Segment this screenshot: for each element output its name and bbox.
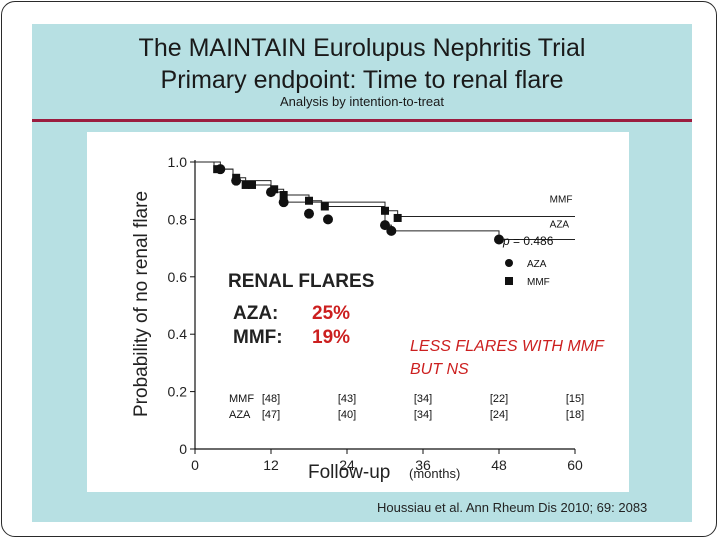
legend-label-mmf: MMF	[527, 277, 550, 288]
y-tick-label: 0.4	[168, 326, 188, 342]
censor-mark-aza	[304, 208, 314, 219]
y-tick-label: 1.0	[168, 154, 188, 170]
p-value: = 0.486	[513, 234, 554, 248]
series-label-mmf: MMF	[550, 195, 573, 206]
censor-mark-aza	[278, 197, 289, 208]
censor-mark-mmf	[381, 206, 389, 215]
x-tick-label: 24	[339, 457, 355, 473]
p-label: p	[502, 234, 510, 248]
slide-subtitle: Analysis by intention-to-treat	[279, 94, 445, 109]
x-tick-label: 60	[567, 457, 583, 473]
flares-title: RENAL FLARES	[228, 271, 374, 292]
km-chart: 0 0.2 0.4 0.6 0.8 1.0 0 12 24 36 48 60 MMF AZA p = …	[131, 154, 605, 483]
y-tick-label: 0	[179, 441, 187, 457]
y-tick-label: 0.6	[168, 269, 188, 285]
aza-flare-label: AZA:	[233, 303, 278, 324]
aza-flare-value: 25%	[312, 303, 350, 324]
at-risk-count-mmf: [43]	[338, 393, 356, 405]
at-risk-count-aza: [18]	[566, 409, 584, 421]
censor-mark-aza	[323, 214, 333, 225]
citation: Houssiau et al. Ann Rheum Dis 2010; 69: …	[377, 500, 648, 515]
censor-mark-aza	[266, 187, 276, 198]
slide-title: The MAINTAIN Eurolupus Nephritis Trial	[138, 34, 586, 62]
title-divider	[32, 119, 692, 122]
at-risk-row-label-mmf: MMF	[229, 393, 254, 405]
at-risk-count-mmf: [34]	[414, 393, 432, 405]
legend-square-marker	[505, 277, 513, 285]
y-tick-label: 0.8	[168, 211, 188, 227]
censor-mark-aza	[494, 234, 504, 245]
censor-mark-aza	[386, 225, 397, 236]
chart-panel: 0 0.2 0.4 0.6 0.8 1.0 0 12 24 36 48 60 MMF AZA p = …	[87, 132, 629, 492]
at-risk-count-mmf: [22]	[490, 393, 508, 405]
conclusion-line1: LESS FLARES WITH MMF	[410, 338, 605, 355]
censor-mark-mmf	[305, 196, 313, 205]
censor-mark-mmf	[248, 180, 256, 189]
at-risk-count-mmf: [15]	[566, 393, 584, 405]
censor-mark-aza	[215, 164, 226, 175]
at-risk-count-mmf: [48]	[262, 393, 280, 405]
mmf-flare-label: MMF:	[233, 327, 283, 348]
legend-circle-marker	[505, 259, 513, 267]
censor-mark-mmf	[279, 191, 288, 200]
slide-title-line2: Primary endpoint: Time to renal flare	[160, 66, 564, 94]
at-risk-count-aza: [40]	[338, 409, 356, 421]
y-axis-title: Probability of no renal flare	[131, 191, 152, 417]
at-risk-row-label-aza: AZA	[229, 409, 251, 421]
x-axis-title: Follow-up	[308, 462, 390, 483]
at-risk-table: MMF AZA [48] [43] [34] [22] [15] [47] [40] [34]…	[229, 393, 584, 421]
y-tick-label: 0.2	[168, 384, 188, 400]
chart-axes: 0 0.2 0.4 0.6 0.8 1.0 0 12 24 36 48 60	[168, 154, 583, 473]
censor-mark-mmf	[241, 180, 250, 189]
slide: The MAINTAIN Eurolupus Nephritis Trial P…	[32, 24, 692, 522]
at-risk-count-aza: [24]	[490, 409, 508, 421]
x-tick-label: 0	[191, 457, 199, 473]
x-tick-label: 48	[491, 457, 507, 473]
chart-legend: p = 0.486 AZA MMF	[502, 234, 554, 288]
at-risk-count-aza: [47]	[262, 409, 280, 421]
conclusion-line2: BUT NS	[410, 361, 469, 378]
x-tick-label: 12	[263, 457, 279, 473]
flares-annotation: RENAL FLARES AZA: 25% MMF: 19% LESS FLAR…	[228, 271, 605, 378]
mmf-flare-value: 19%	[312, 327, 350, 348]
legend-label-aza: AZA	[527, 259, 547, 270]
x-tick-label: 36	[415, 457, 431, 473]
x-axis-unit: (months)	[409, 466, 460, 481]
series-label-aza: AZA	[550, 220, 570, 231]
censor-mark-aza	[231, 175, 242, 186]
chart-markers	[213, 164, 504, 245]
censor-mark-mmf	[320, 202, 329, 211]
at-risk-count-aza: [34]	[414, 409, 432, 421]
censor-mark-mmf	[393, 213, 402, 222]
censor-mark-aza	[380, 220, 390, 231]
